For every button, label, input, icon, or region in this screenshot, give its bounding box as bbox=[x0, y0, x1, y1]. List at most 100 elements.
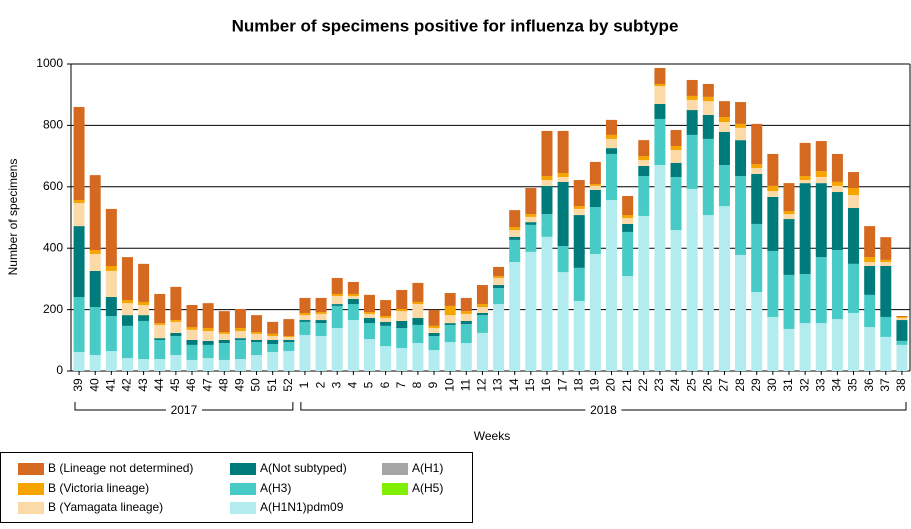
legend-swatch bbox=[18, 463, 44, 475]
bar-segment bbox=[170, 336, 182, 356]
bar-segment bbox=[751, 173, 763, 224]
bar-segment bbox=[751, 123, 763, 165]
bar-segment bbox=[864, 327, 876, 371]
bar-segment bbox=[89, 250, 101, 255]
bar-segment bbox=[315, 312, 327, 314]
bar-segment bbox=[783, 183, 795, 212]
bar-segment bbox=[444, 342, 456, 371]
x-tick-label: 10 bbox=[442, 378, 456, 392]
x-tick-label: 7 bbox=[394, 381, 408, 388]
x-tick-label: 15 bbox=[523, 378, 537, 392]
bar-segment bbox=[283, 342, 295, 352]
bar-segment bbox=[831, 181, 843, 186]
bar-segment bbox=[476, 315, 488, 333]
bar-segment bbox=[880, 237, 892, 260]
bar-segment bbox=[686, 99, 698, 111]
bar-segment bbox=[89, 270, 101, 308]
bar-segment bbox=[267, 339, 279, 344]
bar-segment bbox=[622, 196, 634, 216]
x-tick-label: 50 bbox=[249, 378, 263, 392]
bar-segment bbox=[428, 350, 440, 371]
legend-swatch bbox=[382, 483, 408, 495]
legend-label: A(H1) bbox=[412, 461, 443, 475]
bar-segment bbox=[831, 192, 843, 251]
x-tick-label: 30 bbox=[765, 378, 779, 392]
bar-segment bbox=[896, 340, 908, 345]
bar-segment bbox=[686, 79, 698, 96]
bar-segment bbox=[799, 176, 811, 181]
x-tick-label: 48 bbox=[216, 378, 230, 392]
bar-segment bbox=[412, 317, 424, 325]
x-tick-label: 17 bbox=[555, 378, 569, 392]
bar-segment bbox=[251, 333, 263, 340]
bar-segment bbox=[638, 160, 650, 166]
bar-segment bbox=[186, 329, 198, 340]
x-tick-label: 2 bbox=[313, 381, 327, 388]
bar-segment bbox=[783, 214, 795, 220]
x-tick-label: 4 bbox=[346, 381, 360, 388]
x-tick-label: 12 bbox=[475, 378, 489, 392]
bar-segment bbox=[267, 336, 279, 340]
bar-segment bbox=[121, 300, 133, 304]
legend-label: B (Lineage not determined) bbox=[48, 461, 193, 475]
bar-segment bbox=[509, 210, 521, 228]
bar-segment bbox=[718, 131, 730, 166]
x-tick-label: 8 bbox=[410, 381, 424, 388]
x-tick-label: 51 bbox=[265, 378, 279, 392]
bar-segment bbox=[170, 355, 182, 371]
y-axis-label: Number of specimens bbox=[6, 159, 20, 276]
bar-segment bbox=[105, 297, 117, 317]
bar-segment bbox=[541, 214, 553, 237]
x-tick-label: 21 bbox=[620, 378, 634, 392]
bar-segment bbox=[380, 300, 392, 317]
bar-segment bbox=[363, 323, 375, 340]
bar-segment bbox=[299, 315, 311, 321]
bar-segment bbox=[573, 180, 585, 207]
bar-segment bbox=[218, 332, 230, 334]
bar-segment bbox=[138, 320, 150, 360]
bar-segment bbox=[396, 289, 408, 309]
bar-segment bbox=[880, 336, 892, 371]
x-tick-label: 16 bbox=[539, 378, 553, 392]
bar-segment bbox=[363, 339, 375, 371]
bar-segment bbox=[331, 277, 343, 294]
bar-segment bbox=[493, 288, 505, 305]
bar-segment bbox=[638, 176, 650, 216]
x-tick-label: 18 bbox=[571, 378, 585, 392]
bar-segment bbox=[815, 323, 827, 371]
x-tick-label: 29 bbox=[749, 378, 763, 392]
bar-segment bbox=[702, 215, 714, 371]
bar-segment bbox=[880, 266, 892, 317]
bar-segment bbox=[525, 224, 537, 252]
bar-segment bbox=[476, 332, 488, 371]
group-label: 2017 bbox=[171, 403, 198, 417]
bar-segment bbox=[848, 263, 860, 313]
bar-segment bbox=[493, 276, 505, 278]
bar-segment bbox=[299, 297, 311, 313]
x-tick-label: 14 bbox=[507, 378, 521, 392]
x-tick-label: 13 bbox=[491, 378, 505, 392]
bar-segment bbox=[493, 304, 505, 371]
bar-segment bbox=[622, 218, 634, 224]
bar-segment bbox=[460, 320, 472, 325]
x-tick-label: 35 bbox=[846, 378, 860, 392]
bar-segment bbox=[735, 123, 747, 128]
bar-segment bbox=[735, 140, 747, 177]
bar-segment bbox=[283, 351, 295, 371]
bar-segment bbox=[767, 153, 779, 186]
bar-segment bbox=[73, 200, 85, 204]
bar-segment bbox=[831, 250, 843, 320]
bar-segment bbox=[509, 227, 521, 231]
bar-segment bbox=[428, 309, 440, 326]
bar-segment bbox=[767, 191, 779, 197]
bar-segment bbox=[751, 223, 763, 293]
bar-segment bbox=[702, 83, 714, 97]
bar-segment bbox=[718, 165, 730, 207]
bar-segment bbox=[170, 286, 182, 321]
bar-segment bbox=[476, 312, 488, 316]
bar-segment bbox=[767, 250, 779, 317]
bar-segment bbox=[121, 315, 133, 326]
bar-segment bbox=[121, 257, 133, 301]
bar-segment bbox=[251, 355, 263, 371]
bar-segment bbox=[718, 122, 730, 132]
